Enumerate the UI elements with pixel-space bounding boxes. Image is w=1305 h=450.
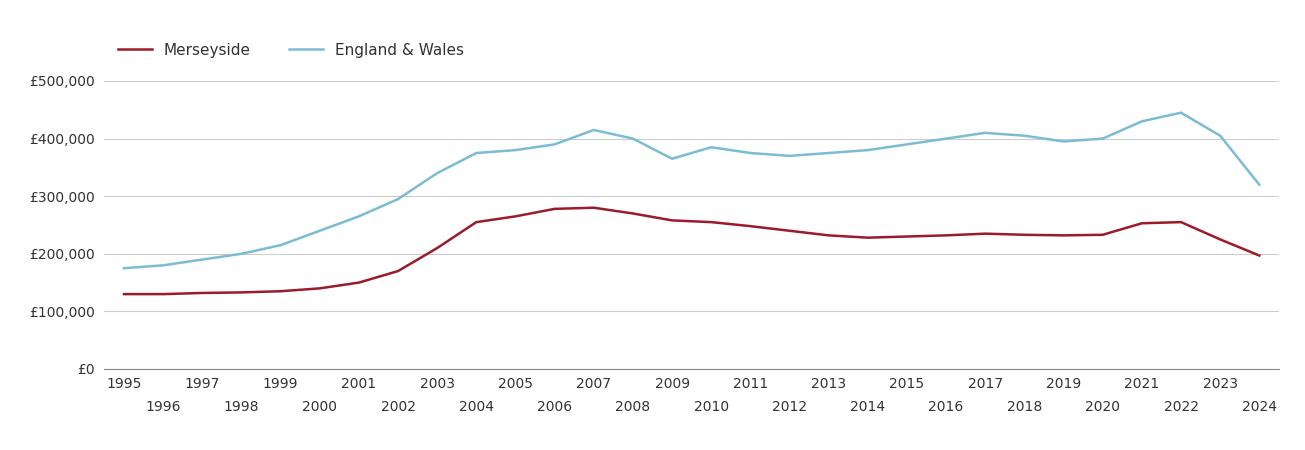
Merseyside xyxy=(547,206,562,211)
Merseyside xyxy=(116,292,132,297)
Merseyside xyxy=(273,288,288,294)
Merseyside xyxy=(625,211,641,216)
Merseyside xyxy=(977,231,993,236)
England & Wales xyxy=(1173,110,1189,115)
England & Wales xyxy=(1095,136,1111,141)
England & Wales xyxy=(194,257,210,262)
Text: 2016: 2016 xyxy=(928,400,964,414)
Merseyside xyxy=(1017,232,1032,238)
Text: 2020: 2020 xyxy=(1086,400,1120,414)
Merseyside xyxy=(860,235,876,240)
Text: 2010: 2010 xyxy=(694,400,728,414)
Text: 2006: 2006 xyxy=(538,400,572,414)
England & Wales xyxy=(586,127,602,133)
England & Wales xyxy=(743,150,758,156)
England & Wales xyxy=(390,196,406,202)
Text: 2012: 2012 xyxy=(773,400,806,414)
England & Wales xyxy=(468,150,484,156)
England & Wales xyxy=(938,136,954,141)
England & Wales xyxy=(547,142,562,147)
Merseyside xyxy=(312,286,328,291)
England & Wales xyxy=(312,228,328,234)
Line: Merseyside: Merseyside xyxy=(124,208,1259,294)
Merseyside xyxy=(429,245,445,251)
Merseyside xyxy=(508,214,523,219)
Merseyside xyxy=(821,233,837,238)
Merseyside xyxy=(155,292,171,297)
Text: 2022: 2022 xyxy=(1164,400,1198,414)
England & Wales xyxy=(664,156,680,162)
England & Wales xyxy=(703,144,719,150)
England & Wales xyxy=(273,243,288,248)
Merseyside xyxy=(390,268,406,274)
England & Wales xyxy=(821,150,837,156)
England & Wales xyxy=(782,153,797,158)
Merseyside xyxy=(938,233,954,238)
Merseyside xyxy=(782,228,797,234)
Merseyside xyxy=(1251,253,1267,258)
Text: 2024: 2024 xyxy=(1242,400,1276,414)
Text: 2008: 2008 xyxy=(616,400,650,414)
Text: 2000: 2000 xyxy=(303,400,337,414)
Merseyside xyxy=(468,220,484,225)
Merseyside xyxy=(664,218,680,223)
Text: 2004: 2004 xyxy=(459,400,493,414)
England & Wales xyxy=(508,148,523,153)
Merseyside xyxy=(1173,220,1189,225)
Merseyside xyxy=(194,290,210,296)
Merseyside xyxy=(586,205,602,211)
Merseyside xyxy=(351,280,367,285)
Merseyside xyxy=(899,234,915,239)
England & Wales xyxy=(1134,119,1150,124)
England & Wales xyxy=(234,251,249,256)
Text: 1998: 1998 xyxy=(223,400,260,414)
England & Wales xyxy=(977,130,993,135)
Merseyside xyxy=(1095,232,1111,238)
Merseyside xyxy=(1212,237,1228,242)
England & Wales xyxy=(1017,133,1032,139)
England & Wales xyxy=(899,142,915,147)
England & Wales xyxy=(625,136,641,141)
Merseyside xyxy=(1056,233,1071,238)
Legend: Merseyside, England & Wales: Merseyside, England & Wales xyxy=(112,37,470,64)
Text: 2002: 2002 xyxy=(381,400,415,414)
Text: 1996: 1996 xyxy=(145,400,181,414)
Merseyside xyxy=(703,220,719,225)
England & Wales xyxy=(351,214,367,219)
England & Wales xyxy=(1251,182,1267,187)
England & Wales xyxy=(1212,133,1228,139)
Merseyside xyxy=(234,290,249,295)
Text: 2014: 2014 xyxy=(851,400,885,414)
England & Wales xyxy=(429,171,445,176)
Merseyside xyxy=(1134,220,1150,226)
England & Wales xyxy=(860,148,876,153)
England & Wales xyxy=(155,263,171,268)
England & Wales xyxy=(116,266,132,271)
England & Wales xyxy=(1056,139,1071,144)
Text: 2018: 2018 xyxy=(1006,400,1043,414)
Line: England & Wales: England & Wales xyxy=(124,112,1259,268)
Merseyside xyxy=(743,224,758,229)
